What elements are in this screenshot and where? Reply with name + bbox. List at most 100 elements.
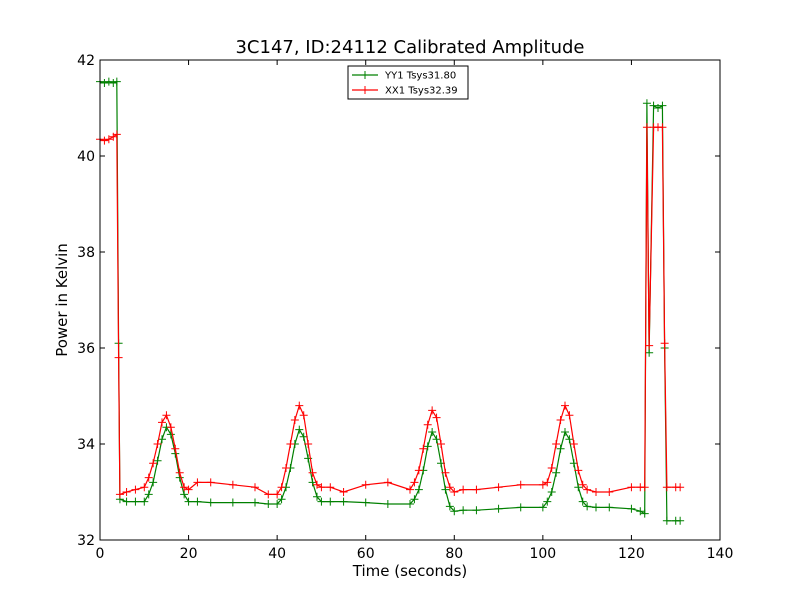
data-point-marker xyxy=(326,483,335,492)
data-point-marker xyxy=(441,468,450,477)
chart-title: 3C147, ID:24112 Calibrated Amplitude xyxy=(235,37,584,58)
data-point-marker xyxy=(115,490,124,499)
data-point-marker xyxy=(112,77,121,86)
data-point-marker xyxy=(361,498,370,507)
data-point-marker xyxy=(140,483,149,492)
data-point-marker xyxy=(158,435,166,444)
data-point-marker xyxy=(361,480,370,489)
x-tick-label: 20 xyxy=(180,546,198,562)
x-tick-label: 60 xyxy=(357,546,375,562)
data-point-marker xyxy=(140,497,149,506)
data-point-marker xyxy=(662,483,671,492)
data-point-marker xyxy=(578,497,587,506)
y-tick-label: 32 xyxy=(77,533,95,549)
data-point-marker xyxy=(273,490,282,499)
data-point-marker xyxy=(171,444,180,453)
data-point-marker xyxy=(153,456,162,465)
data-point-marker xyxy=(277,495,286,504)
data-point-marker xyxy=(277,483,286,492)
data-point-marker xyxy=(149,478,158,487)
data-point-marker xyxy=(494,483,503,492)
data-point-marker xyxy=(104,135,113,144)
data-point-marker xyxy=(299,411,308,420)
x-tick-label: 120 xyxy=(618,546,645,562)
x-tick-label: 100 xyxy=(529,546,556,562)
data-point-marker xyxy=(642,99,651,108)
data-point-marker xyxy=(419,444,428,453)
data-point-marker xyxy=(295,425,304,434)
data-point-marker xyxy=(569,440,578,448)
data-point-marker xyxy=(543,497,552,506)
data-point-marker xyxy=(308,478,317,487)
data-point-marker xyxy=(339,497,348,506)
data-point-marker xyxy=(450,507,459,516)
data-point-marker xyxy=(251,483,259,492)
legend-marker-1 xyxy=(361,86,369,94)
data-point-marker xyxy=(264,500,273,508)
data-point-marker xyxy=(406,500,414,508)
data-point-marker xyxy=(428,428,437,436)
data-point-marker xyxy=(383,500,392,508)
data-point-marker xyxy=(153,440,162,448)
y-tick-label: 38 xyxy=(77,245,95,261)
data-point-marker xyxy=(556,444,565,453)
data-point-marker xyxy=(184,485,193,494)
data-point-marker xyxy=(459,485,468,494)
data-point-marker xyxy=(578,480,587,489)
y-axis-label: Power in Kelvin xyxy=(53,243,71,357)
y-tick-label: 34 xyxy=(77,437,95,453)
data-point-marker xyxy=(122,497,131,506)
data-point-marker xyxy=(658,123,667,132)
data-point-marker xyxy=(144,490,153,499)
data-point-marker xyxy=(552,440,561,448)
data-point-marker xyxy=(605,503,614,512)
data-point-marker xyxy=(516,503,525,512)
data-point-marker xyxy=(206,478,215,487)
data-point-marker xyxy=(574,483,583,492)
data-point-marker xyxy=(543,478,552,487)
data-point-marker xyxy=(565,411,574,420)
data-point-marker xyxy=(193,497,202,506)
data-point-marker xyxy=(180,483,189,492)
data-point-marker xyxy=(662,516,671,525)
data-point-marker xyxy=(193,478,202,487)
data-point-marker xyxy=(538,480,547,489)
data-point-marker xyxy=(592,488,600,496)
y-tick-label: 42 xyxy=(77,53,95,69)
data-point-marker xyxy=(313,480,321,489)
data-point-marker xyxy=(658,101,667,110)
data-point-marker xyxy=(175,468,184,477)
data-point-marker xyxy=(583,485,592,494)
data-point-marker xyxy=(428,406,437,415)
data-point-marker xyxy=(286,440,295,448)
data-point-marker xyxy=(627,483,636,492)
data-point-marker xyxy=(437,440,445,448)
data-point-marker xyxy=(282,464,290,472)
data-point-marker xyxy=(317,483,326,492)
data-point-marker xyxy=(654,104,662,112)
y-axis: 32 34 36 38 40 42 xyxy=(77,53,720,549)
data-point-marker xyxy=(538,503,547,512)
y-tick-label: 36 xyxy=(77,341,95,357)
legend: YY1 Tsys31.80 XX1 Tsys32.39 xyxy=(347,65,469,100)
data-point-marker xyxy=(131,485,140,494)
data-point-marker xyxy=(445,483,454,492)
data-point-marker xyxy=(166,430,175,439)
data-point-marker xyxy=(109,79,118,88)
data-point-marker xyxy=(295,401,304,410)
data-point-marker xyxy=(423,442,432,451)
data-point-marker xyxy=(561,428,569,436)
series-layer xyxy=(96,77,685,525)
data-point-marker xyxy=(100,79,109,88)
data-point-marker xyxy=(472,506,481,515)
data-point-marker xyxy=(317,497,326,506)
data-point-marker xyxy=(565,435,574,444)
data-point-marker xyxy=(414,485,423,494)
data-point-marker xyxy=(414,466,423,475)
data-point-marker xyxy=(114,353,123,362)
data-point-marker xyxy=(131,497,140,506)
data-point-marker xyxy=(184,497,193,506)
data-point-marker xyxy=(251,498,259,507)
data-point-marker xyxy=(605,488,614,496)
data-point-marker xyxy=(445,502,454,511)
